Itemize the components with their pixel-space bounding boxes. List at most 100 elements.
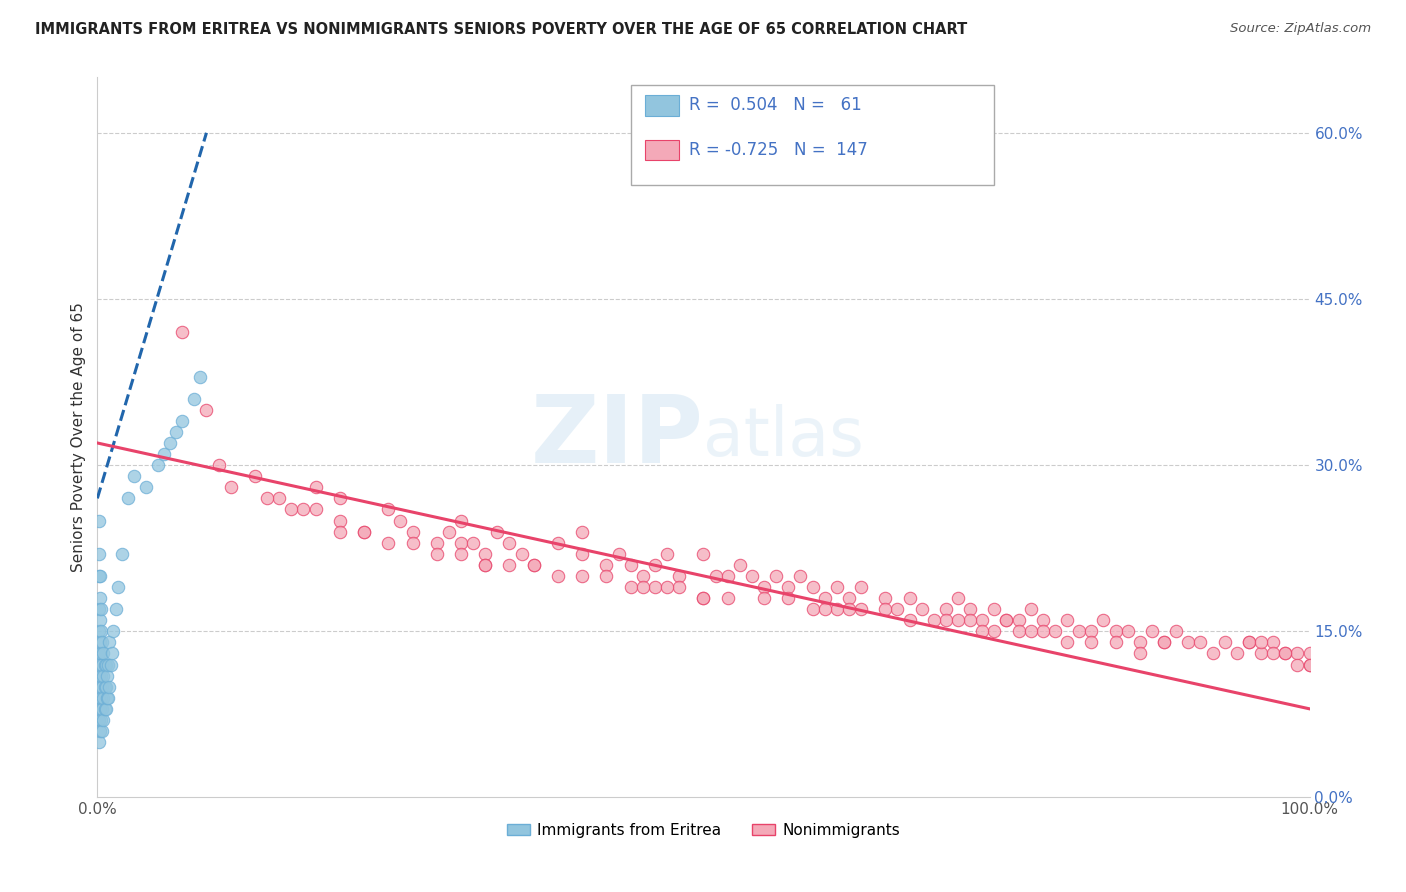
Point <box>849 602 872 616</box>
Point <box>450 535 472 549</box>
Point <box>571 547 593 561</box>
Point <box>89 635 111 649</box>
Point <box>935 613 957 627</box>
Point <box>426 547 449 561</box>
Point <box>93 657 115 672</box>
Point <box>910 602 932 616</box>
Point <box>243 469 266 483</box>
Point <box>644 580 666 594</box>
Point <box>1069 624 1091 639</box>
Point <box>523 558 546 572</box>
Point <box>329 514 352 528</box>
Point <box>89 569 111 583</box>
Point <box>89 657 111 672</box>
Point <box>741 569 763 583</box>
Point <box>1274 647 1296 661</box>
Point <box>474 558 496 572</box>
Point <box>1237 635 1260 649</box>
Point <box>886 602 908 616</box>
Point <box>98 635 121 649</box>
Text: IMMIGRANTS FROM ERITREA VS NONIMMIGRANTS SENIORS POVERTY OVER THE AGE OF 65 CORR: IMMIGRANTS FROM ERITREA VS NONIMMIGRANTS… <box>35 22 967 37</box>
Point <box>801 580 824 594</box>
Point <box>547 535 569 549</box>
Point <box>1274 647 1296 661</box>
Point <box>1177 635 1199 649</box>
Point <box>93 702 115 716</box>
Point <box>1263 647 1285 661</box>
Point <box>655 580 678 594</box>
Point <box>401 524 423 539</box>
Point <box>91 657 114 672</box>
Point <box>704 569 727 583</box>
Point <box>90 624 112 639</box>
Point <box>1104 635 1126 649</box>
Point <box>1226 647 1249 661</box>
Point <box>450 514 472 528</box>
Point <box>778 591 800 605</box>
Point <box>595 558 617 572</box>
Point <box>377 535 399 549</box>
Text: atlas: atlas <box>703 404 865 470</box>
Point <box>1080 635 1102 649</box>
Point <box>607 547 630 561</box>
Text: Source: ZipAtlas.com: Source: ZipAtlas.com <box>1230 22 1371 36</box>
Point <box>1237 635 1260 649</box>
Point <box>631 569 654 583</box>
Point <box>1298 647 1320 661</box>
Point <box>595 569 617 583</box>
Point <box>1019 602 1042 616</box>
Point <box>946 591 969 605</box>
Point <box>1007 613 1029 627</box>
Point <box>875 591 897 605</box>
Point <box>825 602 848 616</box>
Point <box>995 613 1018 627</box>
Point <box>825 580 848 594</box>
Point <box>153 447 176 461</box>
Point <box>89 702 111 716</box>
Point <box>668 569 690 583</box>
Point <box>498 558 520 572</box>
Point <box>104 602 127 616</box>
Point <box>353 524 375 539</box>
Point <box>692 591 714 605</box>
Point <box>87 624 110 639</box>
Point <box>571 524 593 539</box>
Point <box>717 569 740 583</box>
Point <box>97 690 120 705</box>
Point <box>1250 635 1272 649</box>
Point <box>135 480 157 494</box>
Point <box>498 535 520 549</box>
Point <box>1129 647 1152 661</box>
Point <box>620 580 643 594</box>
Point <box>437 524 460 539</box>
Point <box>159 436 181 450</box>
Point <box>1286 657 1309 672</box>
Point <box>87 569 110 583</box>
Point <box>87 690 110 705</box>
Point <box>972 613 994 627</box>
Point <box>91 635 114 649</box>
Point <box>1056 613 1078 627</box>
Point <box>91 702 114 716</box>
Point <box>547 569 569 583</box>
Point <box>89 591 111 605</box>
Point <box>195 402 218 417</box>
Point <box>389 514 412 528</box>
Point <box>898 591 921 605</box>
Text: R =  0.504   N =   61: R = 0.504 N = 61 <box>689 96 862 114</box>
Point <box>93 680 115 694</box>
Y-axis label: Seniors Poverty Over the Age of 65: Seniors Poverty Over the Age of 65 <box>72 302 86 573</box>
Point <box>89 723 111 738</box>
Point <box>1189 635 1212 649</box>
Point <box>107 580 129 594</box>
Point <box>814 591 837 605</box>
Point <box>89 613 111 627</box>
Point <box>172 414 194 428</box>
Point <box>935 602 957 616</box>
Point <box>89 680 111 694</box>
Point <box>620 558 643 572</box>
Point <box>172 325 194 339</box>
Point <box>401 535 423 549</box>
Point <box>183 392 205 406</box>
Point <box>946 613 969 627</box>
